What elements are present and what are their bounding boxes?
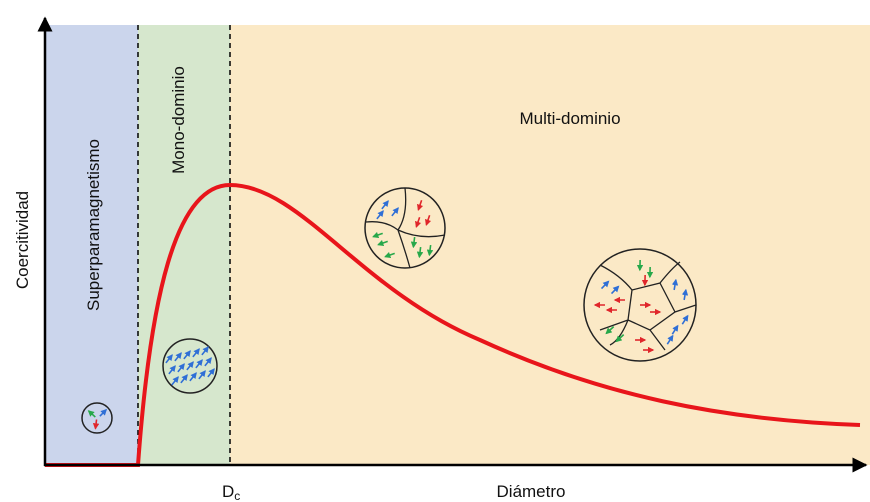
y-axis-label: Coercitividad <box>13 191 32 289</box>
region-multi-domain <box>230 25 870 465</box>
diagram: Superparamagnetismo Mono-dominio Multi-d… <box>0 0 870 502</box>
x-axis-label: Diámetro <box>497 482 566 501</box>
region-label: Mono-dominio <box>169 66 188 174</box>
critical-diameter-label: Dc <box>222 482 240 502</box>
label-main: D <box>222 482 234 501</box>
region-label: Superparamagnetismo <box>84 139 103 311</box>
label-sub: c <box>234 489 240 502</box>
region-label: Multi-dominio <box>519 109 620 128</box>
